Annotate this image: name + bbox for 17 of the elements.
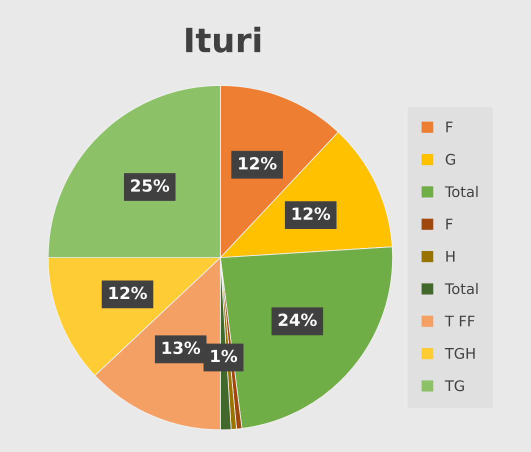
legend-label: T FF bbox=[444, 316, 474, 326]
legend-label: TGH bbox=[444, 348, 475, 359]
data-label: 1% bbox=[211, 350, 238, 362]
data-label: 24% bbox=[278, 314, 317, 326]
legend-label: F bbox=[446, 122, 452, 132]
legend-label: H bbox=[446, 251, 454, 262]
data-label: 12% bbox=[292, 207, 330, 220]
data-label: 13% bbox=[162, 342, 200, 354]
legend-label: Total bbox=[444, 282, 478, 294]
legend-label: F bbox=[446, 218, 452, 230]
data-label: 12% bbox=[239, 157, 277, 170]
legend-label: G bbox=[446, 154, 456, 165]
data-label: 25% bbox=[131, 179, 170, 192]
data-label: 12% bbox=[109, 286, 147, 300]
legend-label: Total bbox=[444, 186, 478, 198]
legend-label: TG bbox=[444, 380, 464, 392]
chart-title: Ituri bbox=[186, 26, 260, 53]
